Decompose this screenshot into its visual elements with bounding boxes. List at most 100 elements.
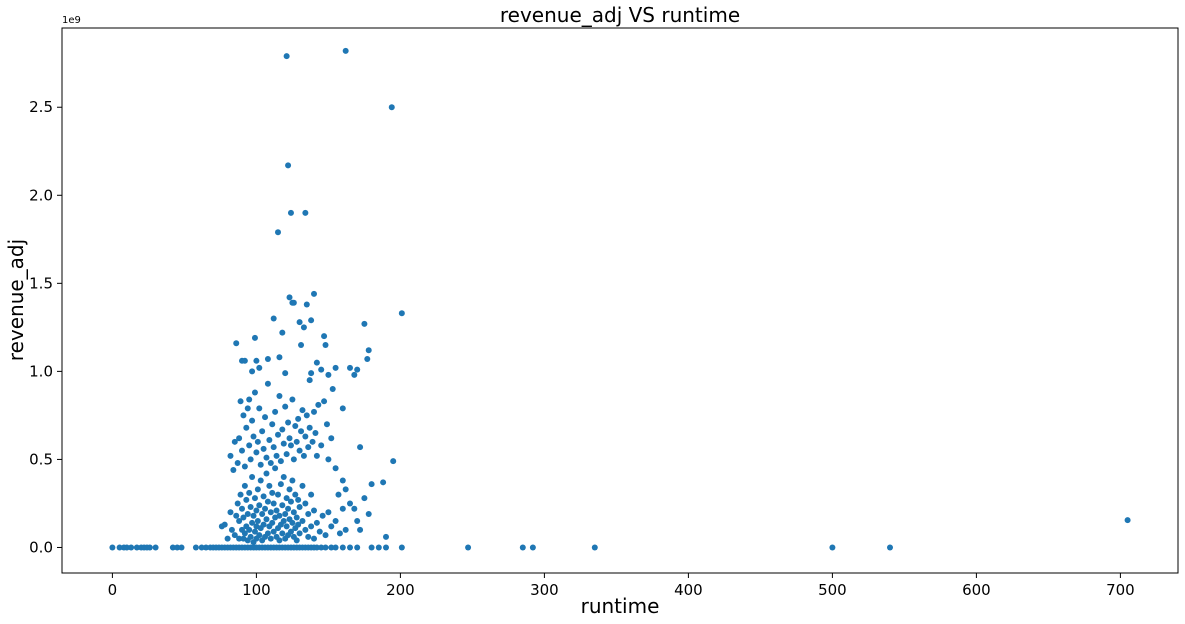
data-point (351, 505, 358, 512)
x-tick-label: 100 (242, 581, 271, 599)
plot-frame (61, 27, 1179, 574)
y-tick-label: 0.5 (29, 450, 53, 468)
data-point (246, 526, 253, 533)
data-point (228, 526, 235, 533)
data-point (342, 486, 349, 493)
data-point (332, 465, 339, 472)
data-point (325, 509, 332, 516)
data-point (295, 415, 302, 422)
data-point (296, 447, 303, 454)
data-point (266, 437, 273, 444)
data-point (529, 544, 536, 551)
x-tick-label: 600 (962, 581, 991, 599)
data-point (254, 486, 261, 493)
data-point (302, 433, 309, 440)
data-point (263, 516, 270, 523)
data-point (302, 526, 309, 533)
data-point (296, 530, 303, 537)
data-point (116, 544, 123, 551)
chart-title: revenue_adj VS runtime (500, 3, 740, 27)
data-point (357, 444, 364, 451)
data-point (251, 495, 258, 502)
data-point (251, 334, 258, 341)
data-point (260, 493, 267, 500)
data-point (293, 438, 300, 445)
data-point (241, 463, 248, 470)
data-point (231, 438, 238, 445)
data-point (342, 47, 349, 54)
data-point (829, 544, 836, 551)
data-point (277, 458, 284, 465)
data-point (279, 329, 286, 336)
data-point (239, 505, 245, 512)
data-point (275, 431, 281, 438)
data-point (237, 491, 244, 498)
data-point (302, 500, 309, 507)
data-point (308, 523, 315, 530)
data-point (243, 424, 250, 431)
data-point (273, 452, 280, 459)
data-point (273, 507, 280, 514)
data-point (279, 426, 286, 433)
data-point (174, 544, 181, 551)
data-point (244, 405, 251, 412)
data-point (243, 496, 250, 503)
data-point (311, 507, 317, 514)
data-point (203, 544, 209, 551)
data-point (272, 465, 279, 472)
data-point (306, 424, 313, 431)
data-point (292, 491, 299, 498)
data-point (390, 458, 397, 465)
x-tick-label: 500 (818, 581, 847, 599)
data-point (364, 356, 371, 363)
data-point (285, 505, 292, 512)
data-point (241, 482, 248, 489)
data-point (256, 405, 263, 412)
data-point (388, 104, 395, 111)
data-point (383, 533, 389, 540)
data-point (246, 442, 253, 449)
data-point (308, 491, 315, 498)
data-point (321, 398, 328, 405)
data-point (146, 544, 153, 551)
data-point (325, 456, 332, 463)
data-point (318, 366, 325, 373)
x-tick-label: 300 (530, 581, 559, 599)
data-point (295, 521, 302, 528)
data-point (322, 532, 329, 539)
data-point (289, 519, 296, 526)
data-point (259, 428, 266, 435)
data-point (276, 354, 283, 361)
data-point (383, 544, 389, 551)
data-point (332, 518, 339, 525)
data-point (313, 544, 320, 551)
x-tick-label: 700 (1106, 581, 1135, 599)
data-point (241, 357, 248, 364)
data-point (305, 511, 312, 518)
data-point (280, 474, 287, 481)
data-point (254, 518, 261, 525)
data-point (323, 421, 330, 428)
data-point (285, 162, 292, 169)
data-point (251, 389, 258, 396)
data-point (249, 368, 256, 375)
data-point (263, 454, 270, 461)
data-point (269, 519, 276, 526)
data-point (299, 518, 306, 525)
data-point (283, 53, 290, 60)
data-point (128, 544, 135, 551)
data-point (339, 505, 346, 512)
data-point (257, 477, 264, 484)
data-point (246, 396, 253, 403)
data-point (289, 477, 296, 484)
data-point (308, 317, 315, 324)
data-point (1124, 517, 1131, 524)
data-point (380, 479, 387, 486)
data-point (244, 511, 251, 518)
data-point (296, 503, 303, 510)
data-point (398, 310, 405, 317)
data-point (311, 535, 317, 542)
data-point (309, 438, 316, 445)
data-point (240, 412, 247, 419)
data-point (347, 544, 353, 551)
